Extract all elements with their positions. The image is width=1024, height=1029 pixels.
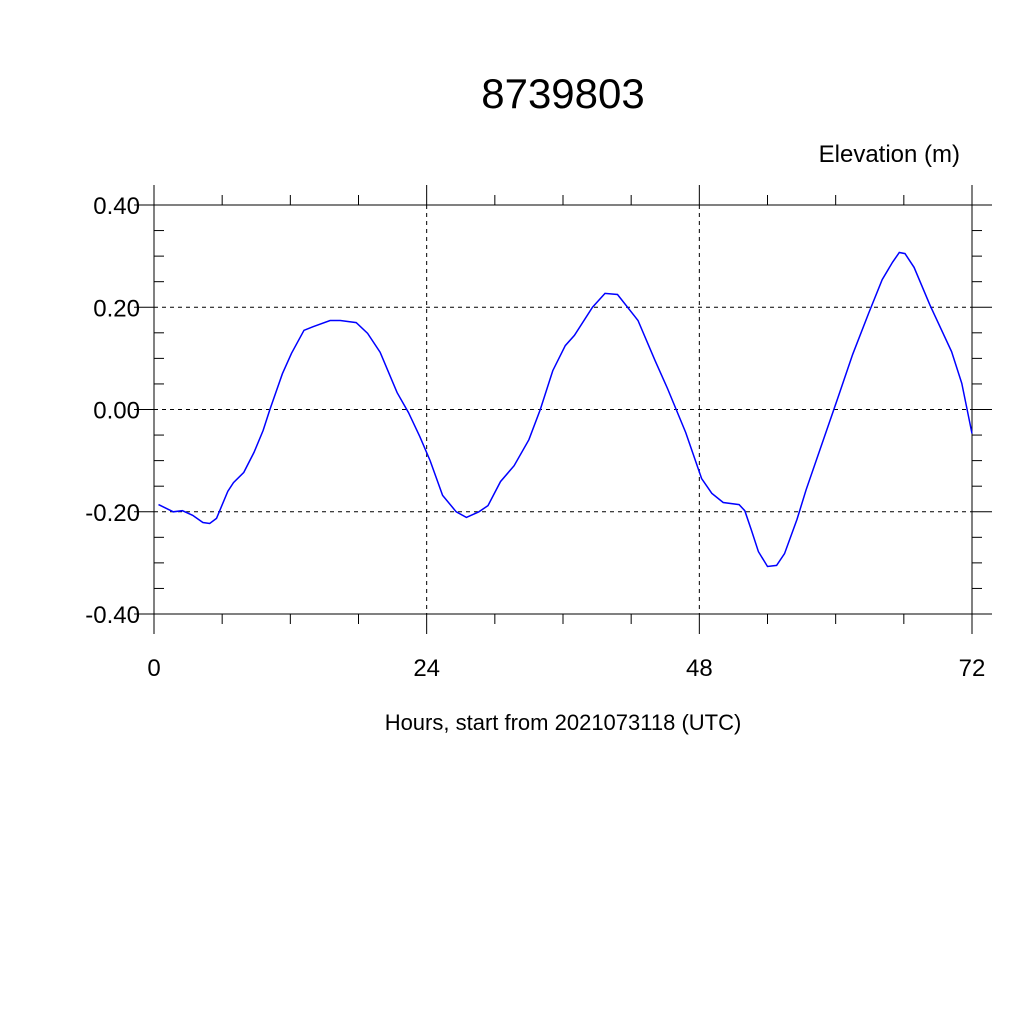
y-tick-label: -0.20: [85, 500, 140, 527]
series-line: [158, 251, 973, 568]
axis-ticks: [134, 185, 992, 634]
y-axis-label: Elevation (m): [819, 141, 960, 168]
plot-frame: [153, 204, 973, 615]
grid: [154, 205, 972, 614]
y-tick-label: 0.40: [93, 193, 140, 220]
x-tick-label: 48: [686, 655, 713, 682]
y-tick-label: 0.20: [93, 295, 140, 322]
tick-labels: 0.40 0.20 0.00 -0.20 -0.40 0 24 48 72: [85, 193, 985, 682]
chart-title: 8739803: [481, 70, 645, 117]
x-tick-label: 0: [147, 655, 160, 682]
y-tick-label: 0.00: [93, 398, 140, 425]
x-tick-label: 72: [959, 655, 986, 682]
x-axis-label: Hours, start from 2021073118 (UTC): [385, 710, 742, 735]
x-tick-label: 24: [413, 655, 440, 682]
y-tick-label: -0.40: [85, 602, 140, 629]
